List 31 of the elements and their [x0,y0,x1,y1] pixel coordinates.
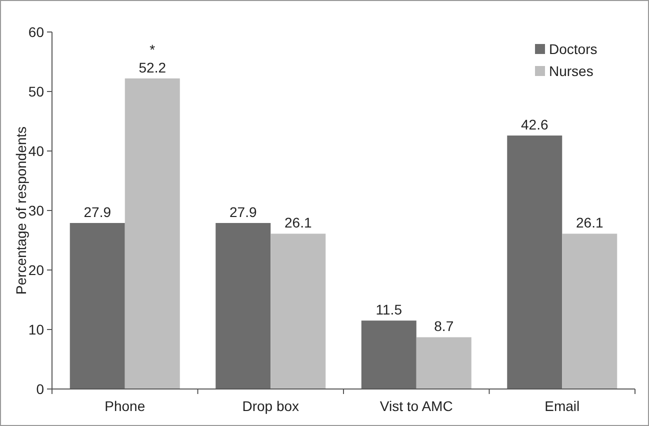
y-tick-label: 20 [28,262,44,278]
y-axis-title: Percentage of respondents [13,126,29,295]
x-tick-label: Email [544,398,580,414]
bar [416,337,472,389]
data-label: 27.9 [84,204,112,220]
y-tick-label: 50 [28,83,44,100]
data-label: 27.9 [230,204,257,220]
x-tick-label: Vist to AMC [380,398,453,414]
bar [124,78,180,389]
legend-label: Doctors [549,40,598,57]
data-label: 52.2 [138,59,166,76]
y-tick-label: 30 [28,202,44,218]
data-label: 42.6 [521,116,548,133]
legend-label: Nurses [549,62,594,79]
bar [270,234,326,389]
data-label: 8.7 [434,318,454,334]
y-tick-label: 0 [36,380,44,397]
x-tick-label: Phone [104,398,146,414]
y-tick-label: 10 [28,321,44,338]
data-label: 26.1 [576,214,604,231]
y-tick-label: 40 [28,142,44,159]
data-label: 26.1 [284,214,312,231]
bar [361,320,416,389]
annotation: * [150,41,156,58]
bar [70,222,125,389]
bar [507,136,562,389]
data-label: 11.5 [376,302,402,318]
y-tick-label: 60 [28,24,44,40]
bar [562,234,618,389]
bar [216,222,271,389]
x-tick-label: Drop box [242,398,300,414]
